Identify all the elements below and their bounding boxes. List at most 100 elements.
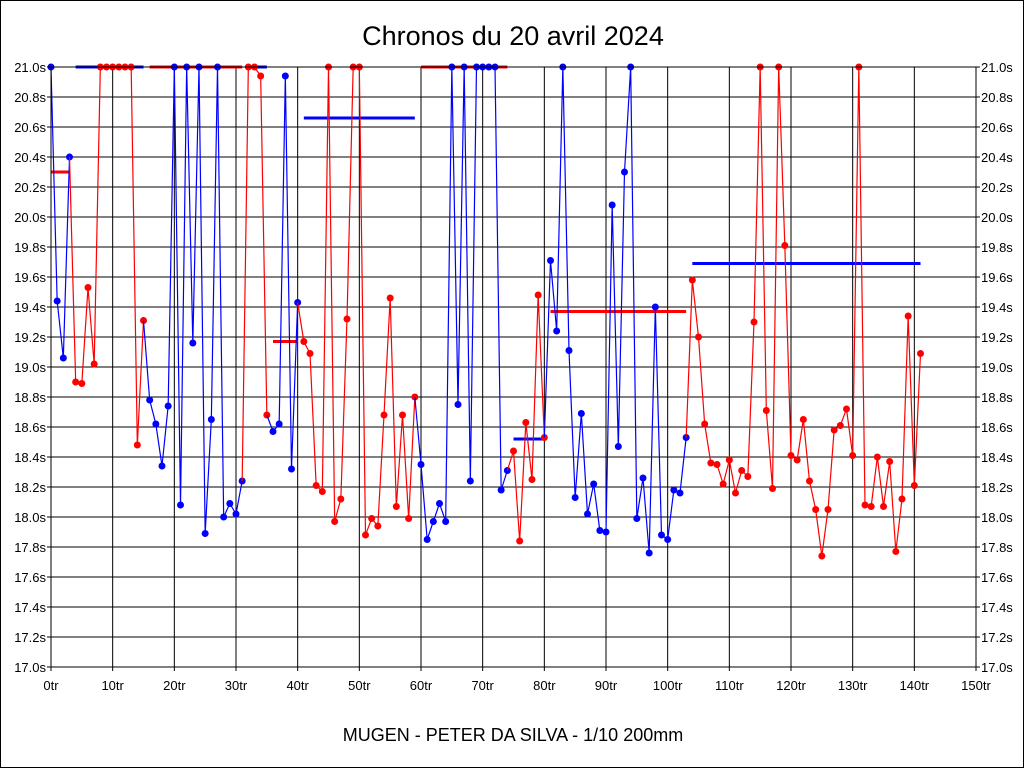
lap-point — [806, 477, 813, 485]
y-tick-label: 20.4s — [14, 150, 46, 165]
lap-point — [707, 459, 715, 467]
lap-point — [386, 294, 394, 302]
lap-point — [257, 72, 265, 80]
stint-6 — [297, 63, 419, 539]
lap-point — [288, 465, 295, 473]
lap-point — [158, 462, 166, 470]
x-tick-label: 90tr — [595, 678, 618, 693]
y-tick-label-right: 20.0s — [981, 210, 1013, 225]
x-tick-label: 50tr — [348, 678, 371, 693]
lap-point — [867, 503, 875, 510]
lap-point — [621, 168, 628, 176]
lap-point — [380, 411, 388, 419]
stint-4 — [241, 63, 271, 482]
x-tick-label: 140tr — [900, 678, 930, 693]
y-tick-label-right: 18.8s — [981, 390, 1013, 405]
lap-point — [781, 242, 789, 249]
stint-5 — [266, 72, 302, 473]
y-tick-label-right: 17.4s — [981, 600, 1013, 615]
lap-point — [849, 452, 857, 459]
y-tick-label: 20.0s — [14, 210, 46, 225]
lap-point — [90, 360, 98, 368]
grid — [50, 66, 977, 668]
lap-time-line — [241, 66, 268, 482]
lap-point — [608, 201, 616, 209]
stint-1 — [47, 63, 73, 362]
y-tick-label: 19.4s — [14, 300, 46, 315]
y-tick-label-right: 21.0s — [981, 60, 1013, 75]
lap-point — [824, 506, 832, 513]
lap-point — [547, 257, 554, 264]
lap-point — [312, 482, 320, 489]
y-tick-label: 19.0s — [14, 360, 46, 375]
lap-point — [719, 480, 727, 488]
y-tick-label-right: 20.2s — [981, 180, 1013, 195]
y-tick-label-right: 18.6s — [981, 420, 1013, 435]
x-tick-label: 150tr — [961, 678, 991, 693]
lap-point — [676, 489, 684, 497]
chart-title: Chronos du 20 avril 2024 — [362, 21, 664, 51]
lap-point — [584, 510, 591, 518]
y-tick-label-right: 17.6s — [981, 570, 1013, 585]
y-tick-label-right: 19.0s — [981, 360, 1013, 375]
y-tick-label: 18.8s — [14, 390, 46, 405]
lap-point — [614, 443, 622, 450]
lap-point — [688, 276, 696, 284]
stint-10 — [685, 63, 924, 560]
lap-point — [645, 549, 653, 557]
y-tick-label: 20.2s — [14, 180, 46, 195]
lap-point — [590, 480, 598, 488]
lap-point — [368, 515, 376, 522]
x-tick-label: 130tr — [838, 678, 868, 693]
lap-point — [658, 531, 665, 539]
lap-point — [436, 500, 443, 507]
lap-point — [343, 315, 351, 323]
lap-point — [701, 420, 709, 428]
lap-point — [577, 410, 585, 417]
y-tick-label-right: 18.0s — [981, 510, 1013, 525]
lap-point — [812, 506, 820, 513]
lap-point — [732, 489, 739, 497]
lap-point — [84, 284, 92, 291]
lap-point — [429, 518, 437, 525]
lap-point — [725, 456, 733, 464]
lap-point — [522, 419, 530, 426]
x-tick-label: 70tr — [471, 678, 494, 693]
lap-point — [133, 441, 141, 449]
lap-time-line — [297, 66, 416, 536]
lap-point — [164, 402, 172, 410]
lap-point — [59, 354, 67, 362]
lap-point — [318, 488, 326, 495]
lap-point — [639, 474, 647, 482]
plot-frame — [50, 66, 977, 668]
y-tick-label-right: 18.4s — [981, 450, 1013, 465]
y-tick-label: 20.8s — [14, 90, 46, 105]
lap-point — [799, 416, 807, 423]
lap-point — [417, 461, 425, 468]
lap-point — [405, 515, 413, 522]
lap-point — [744, 473, 752, 480]
lap-point — [713, 461, 721, 468]
y-tick-label: 17.8s — [14, 540, 46, 555]
lap-point — [207, 416, 215, 423]
lap-point — [904, 312, 912, 320]
lap-point — [873, 453, 881, 461]
y-tick-label: 19.2s — [14, 330, 46, 345]
x-tick-label: 0tr — [43, 678, 59, 693]
x-tick-label: 80tr — [533, 678, 556, 693]
lap-point — [861, 501, 869, 509]
y-tick-label-right: 17.2s — [981, 630, 1013, 645]
lap-point — [152, 420, 160, 428]
lap-point — [374, 522, 382, 530]
lap-point — [565, 347, 573, 354]
stint-3 — [142, 63, 246, 537]
lap-point — [830, 426, 838, 434]
y-tick-label-right: 17.8s — [981, 540, 1013, 555]
y-tick-label-right: 19.4s — [981, 300, 1013, 315]
lap-point — [898, 495, 906, 503]
series-layer — [47, 63, 924, 560]
lap-point — [670, 486, 678, 494]
lap-point — [269, 428, 277, 435]
lap-point — [220, 513, 228, 521]
